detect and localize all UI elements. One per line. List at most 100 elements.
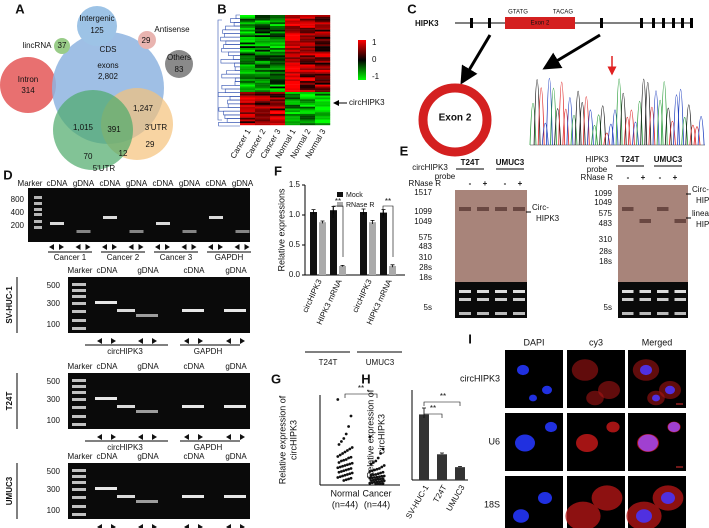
venn-circle bbox=[0, 57, 56, 113]
bar bbox=[310, 212, 317, 275]
gel-band bbox=[76, 230, 91, 233]
point bbox=[368, 476, 372, 480]
heatmap-cell bbox=[240, 37, 256, 40]
point bbox=[376, 472, 380, 476]
heatmap-cell bbox=[270, 42, 286, 45]
heatmap-cell bbox=[255, 62, 271, 65]
venn-label: 70 bbox=[84, 152, 93, 161]
heatmap-cell bbox=[315, 15, 331, 18]
chromatogram-peak bbox=[550, 88, 557, 146]
chromatogram-peak bbox=[591, 125, 598, 146]
primer-arrow bbox=[152, 524, 157, 528]
treatment-sign: + bbox=[673, 173, 678, 182]
venn-circle bbox=[53, 90, 133, 170]
gel-band bbox=[235, 230, 250, 233]
lane-label: gDNA bbox=[225, 452, 247, 461]
marker-label: Marker bbox=[18, 179, 43, 188]
gel-band bbox=[129, 230, 144, 233]
heatmap-cell bbox=[240, 66, 256, 69]
heatmap-cell bbox=[270, 16, 286, 19]
heatmap-cell bbox=[240, 79, 256, 82]
size-label: 500 bbox=[47, 281, 61, 290]
heatmap-cell bbox=[270, 66, 286, 69]
heatmap-cell bbox=[270, 92, 286, 95]
nucleus bbox=[665, 385, 675, 395]
heatmap-cell bbox=[270, 20, 286, 23]
point bbox=[343, 473, 347, 477]
lane-label: cDNA bbox=[97, 266, 119, 275]
point bbox=[338, 465, 342, 469]
primer-arrow bbox=[181, 244, 187, 250]
heatmap-cell bbox=[285, 121, 301, 124]
exon bbox=[640, 18, 643, 28]
heatmap-cell bbox=[315, 104, 331, 107]
heatmap-cell bbox=[315, 92, 331, 95]
gene-name: HIPK3 bbox=[415, 19, 439, 28]
chromatogram-peak bbox=[697, 116, 705, 146]
heatmap-cell bbox=[300, 16, 316, 19]
error-bar bbox=[381, 209, 386, 216]
heatmap-cell bbox=[300, 62, 316, 65]
heatmap-cell bbox=[300, 42, 316, 45]
point bbox=[372, 473, 375, 477]
cell-name: UMUC3 bbox=[5, 476, 14, 505]
cy3-signal bbox=[576, 434, 598, 452]
chromatogram-peak bbox=[607, 123, 615, 146]
gel-band bbox=[95, 301, 117, 304]
dendrogram bbox=[234, 66, 240, 71]
heatmap-cell bbox=[255, 49, 271, 52]
heatmap-cell bbox=[315, 71, 331, 74]
chromatogram-peak bbox=[558, 81, 566, 146]
heatmap-cell bbox=[240, 108, 256, 111]
venn-label: 29 bbox=[146, 140, 155, 149]
heatmap-cell bbox=[255, 66, 271, 69]
heatmap-cell bbox=[240, 49, 256, 52]
cy3-signal bbox=[598, 381, 620, 399]
point bbox=[346, 449, 349, 452]
heatmap-cell bbox=[255, 37, 271, 40]
heatmap-cell bbox=[255, 112, 271, 115]
point bbox=[336, 466, 340, 470]
gel-band bbox=[136, 410, 158, 413]
heatmap-cell bbox=[285, 70, 301, 73]
scale-label: -1 bbox=[372, 72, 380, 81]
band-label: linear- bbox=[692, 209, 709, 218]
heatmap-cell bbox=[270, 35, 286, 38]
channel-label: Merged bbox=[642, 337, 673, 347]
heatmap-cell bbox=[300, 68, 316, 71]
dendrogram bbox=[222, 29, 240, 34]
heatmap-cell bbox=[300, 35, 316, 38]
chromatogram-peak bbox=[562, 108, 570, 146]
point bbox=[369, 462, 373, 466]
heatmap-cell bbox=[240, 123, 256, 126]
heatmap-cell bbox=[300, 70, 316, 73]
heatmap-cell bbox=[300, 22, 316, 25]
heatmap-cell bbox=[255, 73, 271, 76]
gel-band bbox=[117, 309, 135, 312]
chromatogram-peak bbox=[529, 103, 537, 146]
heatmap-cell bbox=[315, 38, 331, 41]
heatmap-cell bbox=[300, 112, 316, 115]
heatmap-cell bbox=[255, 117, 271, 120]
heatmap-cell bbox=[315, 26, 331, 29]
heatmap-cell bbox=[240, 38, 256, 41]
annotation: ** bbox=[385, 197, 391, 206]
gel-band bbox=[72, 415, 86, 418]
exon bbox=[690, 18, 693, 28]
heatmap-cell bbox=[315, 33, 331, 36]
cy3-signal bbox=[606, 421, 620, 433]
target-label: circHIPK3 bbox=[460, 373, 500, 383]
panel-label: A bbox=[15, 1, 25, 16]
heatmap-cell bbox=[270, 101, 286, 104]
gel-band bbox=[674, 290, 686, 293]
band-label: Circ- bbox=[692, 185, 709, 194]
bar bbox=[419, 414, 429, 480]
heatmap-cell bbox=[300, 60, 316, 63]
count-label: (n=44) bbox=[332, 499, 358, 509]
point bbox=[376, 477, 380, 481]
treatment-sign: + bbox=[483, 179, 488, 188]
heatmap-cell bbox=[285, 90, 301, 93]
heatmap-cell bbox=[240, 99, 256, 102]
y-axis-label: Relative expressions bbox=[276, 188, 286, 272]
point bbox=[344, 468, 348, 472]
